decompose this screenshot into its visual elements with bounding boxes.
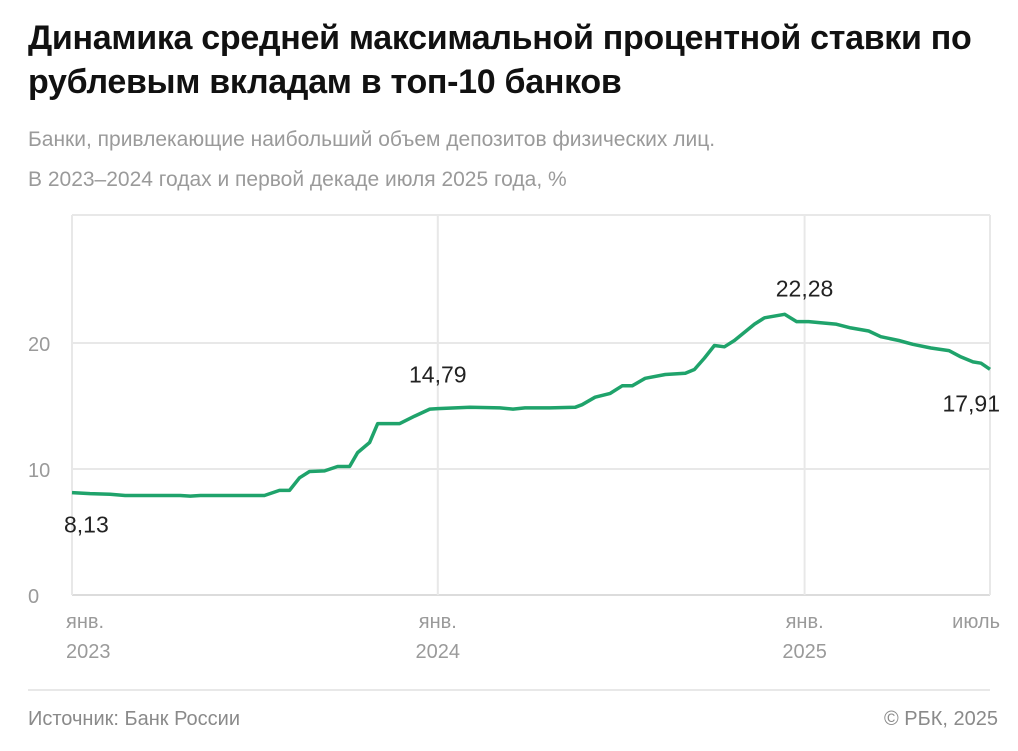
x-tick-year: 2024 (416, 641, 461, 663)
chart-subtitle-line2: В 2023–2024 годах и первой декаде июля 2… (28, 168, 567, 191)
data-label: 17,91 (942, 390, 1000, 416)
source-note: Источник: Банк России (28, 708, 241, 730)
chart-subtitle-line1: Банки, привлекающие наибольший объем деп… (28, 128, 716, 151)
x-tick-year: 2023 (66, 641, 111, 663)
x-tick-year: 2025 (782, 641, 827, 663)
x-tick-label: янв. (419, 611, 457, 633)
x-tick-label: июль (952, 611, 1000, 633)
copyright: © РБК, 2025 (883, 708, 998, 730)
y-tick-label: 0 (28, 586, 39, 608)
chart-title: Динамика средней максимальной процентной… (28, 19, 972, 101)
x-tick-label: янв. (66, 611, 104, 633)
y-tick-label: 20 (28, 334, 50, 356)
x-tick-label: янв. (786, 611, 824, 633)
y-tick-label: 10 (28, 460, 50, 482)
data-label: 22,28 (776, 275, 834, 301)
data-label: 14,79 (409, 362, 467, 388)
data-label: 8,13 (64, 512, 109, 538)
